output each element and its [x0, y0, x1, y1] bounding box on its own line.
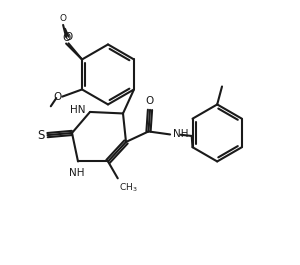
- Text: O: O: [53, 92, 62, 102]
- Text: NH: NH: [172, 129, 188, 139]
- Text: O: O: [60, 14, 67, 23]
- Text: CH$_3$: CH$_3$: [119, 181, 138, 194]
- Text: NH: NH: [69, 168, 84, 178]
- Text: HN: HN: [70, 105, 86, 114]
- Text: O: O: [62, 33, 70, 43]
- Text: S: S: [38, 129, 45, 142]
- Text: O: O: [64, 32, 73, 42]
- Text: O: O: [146, 96, 154, 106]
